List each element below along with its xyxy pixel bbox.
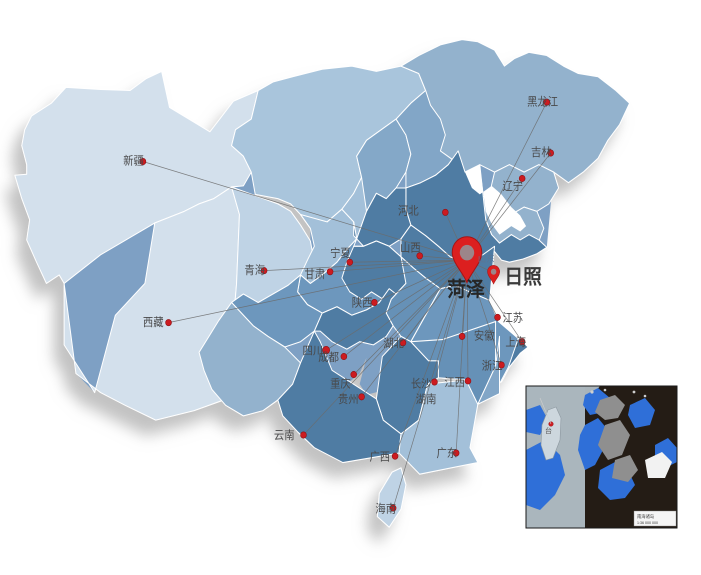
svg-text:辽宁: 辽宁 (502, 180, 523, 193)
svg-text:日照: 日照 (504, 266, 542, 289)
svg-text:1:36 000 000: 1:36 000 000 (637, 521, 658, 525)
svg-text:贵州: 贵州 (338, 393, 359, 406)
svg-text:吉林: 吉林 (531, 146, 552, 159)
svg-text:河北: 河北 (398, 205, 419, 217)
svg-text:宁夏: 宁夏 (330, 247, 351, 260)
svg-text:重庆: 重庆 (330, 377, 351, 390)
svg-text:西藏: 西藏 (143, 316, 164, 328)
svg-text:山西: 山西 (400, 242, 421, 254)
svg-text:云南: 云南 (274, 429, 295, 442)
svg-text:黑龙江: 黑龙江 (527, 95, 558, 108)
svg-text:甘肃: 甘肃 (304, 268, 325, 281)
svg-text:青海: 青海 (244, 264, 265, 277)
svg-text:浙江: 浙江 (482, 360, 503, 372)
svg-text:上海: 上海 (505, 336, 526, 349)
svg-text:广东: 广东 (436, 447, 457, 460)
svg-text:江苏: 江苏 (502, 311, 523, 324)
svg-text:广西: 广西 (369, 451, 390, 463)
svg-text:长沙: 长沙 (411, 378, 432, 390)
svg-text:湖北: 湖北 (383, 338, 404, 350)
svg-text:新疆: 新疆 (123, 154, 144, 167)
svg-text:南海诸岛: 南海诸岛 (637, 513, 654, 520)
svg-text:陕西: 陕西 (352, 296, 373, 309)
svg-text:山东: 山东 (478, 253, 495, 264)
svg-text:安徽: 安徽 (474, 329, 495, 342)
svg-text:湖南: 湖南 (416, 393, 437, 406)
svg-text:菏泽: 菏泽 (447, 277, 485, 301)
svg-text:江西: 江西 (444, 377, 465, 389)
svg-text:台: 台 (545, 426, 552, 435)
svg-text:成都: 成都 (318, 351, 339, 363)
svg-text:海南: 海南 (375, 502, 396, 515)
